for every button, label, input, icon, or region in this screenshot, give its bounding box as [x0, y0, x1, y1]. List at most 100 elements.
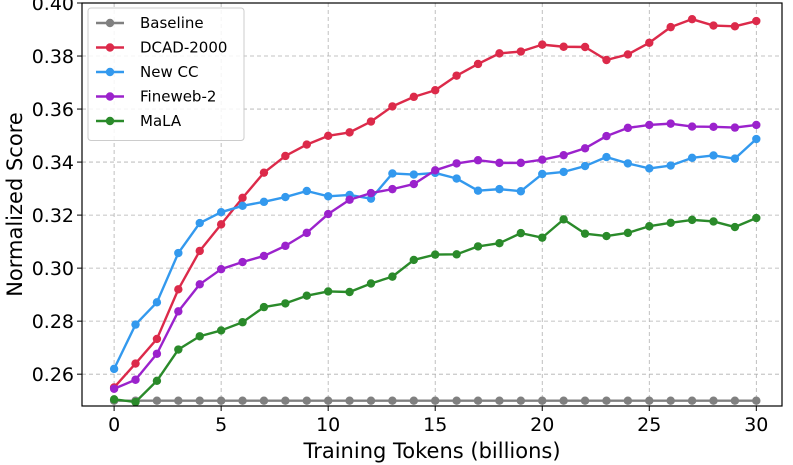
legend-box	[87, 7, 245, 141]
data-point-dcad-2000	[259, 168, 269, 177]
data-point-fineweb-2	[109, 384, 119, 393]
data-point-new-cc	[323, 192, 333, 201]
data-point-new-cc	[687, 153, 697, 163]
data-point-new-cc	[538, 169, 547, 179]
data-point-mala	[238, 318, 247, 327]
data-point-new-cc	[559, 167, 568, 177]
data-point-new-cc	[752, 134, 761, 144]
data-point-mala	[516, 228, 526, 238]
legend-marker-mala	[105, 116, 115, 126]
data-point-fineweb-2	[752, 120, 761, 130]
data-point-fineweb-2	[323, 209, 333, 219]
data-point-fineweb-2	[259, 251, 269, 261]
x-tick-label: 0	[108, 414, 120, 436]
data-point-new-cc	[174, 248, 183, 258]
legend-label-baseline: Baseline	[140, 14, 204, 32]
legend-label-fineweb-2: Fineweb-2	[140, 88, 216, 106]
data-point-mala	[174, 345, 183, 354]
data-point-new-cc	[623, 159, 633, 168]
data-point-dcad-2000	[580, 42, 590, 52]
data-point-dcad-2000	[131, 359, 140, 368]
data-point-new-cc	[473, 186, 483, 195]
legend-label-mala: MaLA	[140, 112, 182, 130]
data-point-mala	[623, 228, 633, 238]
y-axis-label: Normalized Score	[3, 112, 27, 297]
data-point-dcad-2000	[431, 86, 440, 95]
data-point-mala	[109, 395, 119, 404]
y-tick-label: 0.30	[32, 258, 74, 280]
x-axis-label: Training Tokens (billions)	[302, 439, 560, 463]
series-new-cc	[109, 134, 761, 374]
data-point-baseline	[730, 396, 740, 405]
data-point-baseline	[666, 396, 675, 405]
data-point-fineweb-2	[131, 375, 140, 384]
data-point-fineweb-2	[730, 123, 740, 132]
series-layer	[109, 14, 761, 407]
x-tick-label: 15	[423, 414, 447, 436]
data-point-mala	[281, 299, 290, 308]
data-point-dcad-2000	[281, 151, 290, 161]
data-point-fineweb-2	[516, 158, 526, 168]
data-point-mala	[602, 231, 611, 241]
y-axis-ticks: 0.26 0.28 0.30 0.32 0.34 0.36 0.38 0.40	[32, 0, 82, 386]
data-point-mala	[431, 250, 440, 259]
y-tick-label: 0.38	[32, 46, 74, 68]
legend-label-new-cc: New CC	[140, 63, 198, 81]
data-point-mala	[495, 239, 504, 248]
data-point-new-cc	[580, 161, 590, 171]
data-point-fineweb-2	[345, 195, 354, 204]
data-point-new-cc	[216, 207, 226, 217]
data-point-fineweb-2	[238, 257, 247, 267]
x-tick-label: 20	[530, 414, 554, 436]
data-point-fineweb-2	[366, 188, 376, 198]
data-point-mala	[752, 213, 761, 223]
data-point-baseline	[538, 396, 547, 405]
data-point-mala	[259, 302, 269, 312]
data-point-dcad-2000	[709, 21, 718, 30]
legend-marker-new-cc	[105, 67, 115, 77]
data-point-fineweb-2	[709, 122, 718, 132]
data-point-new-cc	[388, 169, 397, 178]
data-point-baseline	[323, 396, 333, 405]
data-point-dcad-2000	[452, 71, 461, 80]
data-point-mala	[580, 229, 590, 238]
data-point-fineweb-2	[302, 228, 311, 238]
data-point-dcad-2000	[602, 55, 611, 65]
data-point-fineweb-2	[452, 159, 461, 168]
data-point-baseline	[602, 396, 611, 405]
data-point-dcad-2000	[302, 140, 311, 149]
data-point-dcad-2000	[730, 22, 740, 31]
data-point-dcad-2000	[495, 49, 504, 58]
data-point-new-cc	[281, 192, 290, 202]
legend-marker-baseline	[105, 18, 115, 28]
data-point-mala	[345, 287, 354, 297]
series-baseline	[109, 396, 761, 405]
data-point-baseline	[216, 396, 226, 405]
data-point-mala	[302, 291, 311, 300]
data-point-fineweb-2	[409, 179, 419, 189]
legend-marker-fineweb-2	[105, 92, 115, 101]
data-point-baseline	[687, 396, 697, 405]
data-point-mala	[666, 218, 675, 227]
data-point-fineweb-2	[473, 156, 483, 165]
data-point-baseline	[752, 396, 761, 405]
data-point-dcad-2000	[752, 16, 761, 26]
legend: Baseline DCAD-2000 New CC Fineweb-2 MaLA	[87, 7, 245, 141]
data-point-mala	[687, 215, 697, 225]
data-point-mala	[216, 326, 226, 335]
data-point-mala	[131, 397, 140, 407]
data-point-baseline	[516, 396, 526, 405]
data-point-dcad-2000	[473, 59, 483, 69]
data-point-dcad-2000	[516, 47, 526, 56]
data-point-fineweb-2	[174, 307, 183, 316]
data-point-new-cc	[109, 364, 119, 374]
data-point-baseline	[281, 396, 290, 405]
data-point-mala	[152, 376, 162, 386]
data-point-mala	[473, 242, 483, 251]
data-point-baseline	[559, 396, 568, 405]
data-point-fineweb-2	[666, 119, 675, 128]
data-point-dcad-2000	[687, 14, 697, 24]
data-point-fineweb-2	[388, 184, 397, 194]
data-point-baseline	[623, 396, 633, 405]
data-point-fineweb-2	[559, 150, 568, 160]
